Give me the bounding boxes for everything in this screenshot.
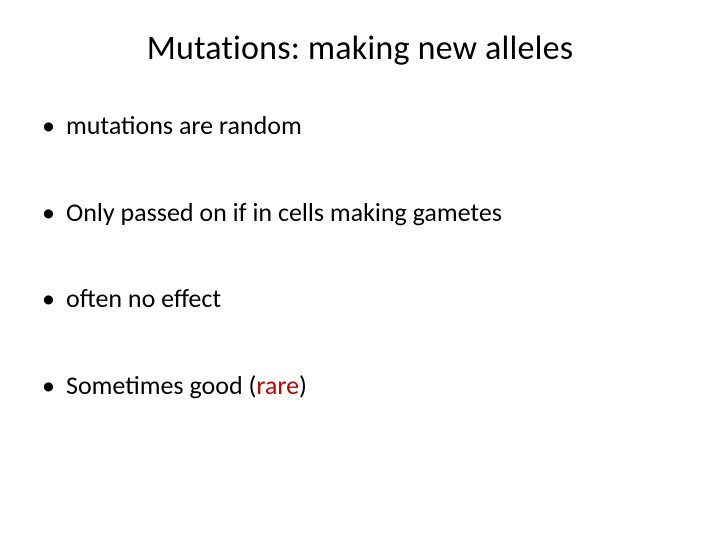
list-item: mutations are random: [40, 109, 680, 142]
bullet-prefix: Sometimes good (: [66, 369, 256, 401]
bullet-text: mutations are random: [66, 109, 302, 141]
list-item: Only passed on if in cells making gamete…: [40, 196, 680, 229]
list-item: often no effect: [40, 282, 680, 315]
bullet-accent: rare: [256, 369, 299, 401]
bullet-list: mutations are random Only passed on if i…: [40, 109, 680, 401]
bullet-suffix: ): [299, 369, 307, 401]
slide: Mutations: making new alleles mutations …: [0, 0, 720, 540]
slide-title: Mutations: making new alleles: [40, 28, 680, 69]
bullet-text: often no effect: [66, 282, 221, 314]
bullet-text: Only passed on if in cells making gamete…: [66, 196, 502, 228]
list-item: Sometimes good (rare): [40, 369, 680, 402]
